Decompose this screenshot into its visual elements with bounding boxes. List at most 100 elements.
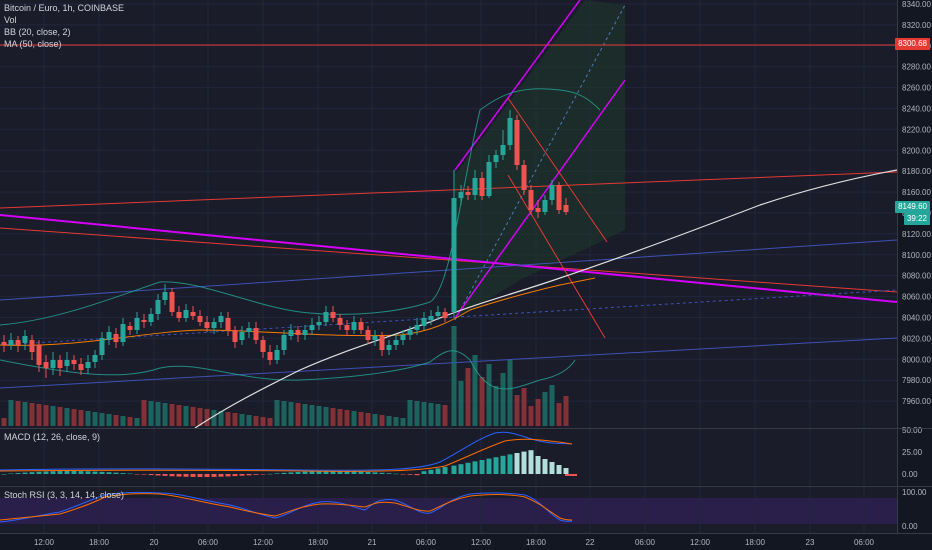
candle[interactable] (521, 165, 527, 190)
candle[interactable] (106, 332, 112, 340)
symbol-title[interactable]: Bitcoin / Euro, 1h, COINBASE (4, 3, 125, 13)
candle[interactable] (465, 192, 471, 195)
candle[interactable] (414, 325, 420, 330)
macd-axis[interactable]: 50.00 25.00 0.00 (902, 426, 923, 479)
candle[interactable] (479, 178, 485, 196)
candle[interactable] (120, 324, 126, 342)
candle[interactable] (435, 312, 441, 316)
candle[interactable] (134, 318, 140, 330)
candle[interactable] (246, 328, 252, 332)
candle[interactable] (211, 322, 217, 328)
candle[interactable] (225, 318, 231, 330)
candle[interactable] (43, 362, 49, 368)
candle[interactable] (472, 178, 478, 195)
candle[interactable] (563, 205, 569, 212)
channel-upper[interactable] (454, 0, 581, 171)
candle[interactable] (204, 322, 210, 328)
trend-line-blue-upper[interactable] (0, 239, 898, 301)
volume-legend[interactable]: Vol (4, 15, 17, 25)
candle[interactable] (155, 300, 161, 314)
candle[interactable] (15, 340, 21, 345)
ma-legend[interactable]: MA (50, close) (4, 39, 62, 49)
candle[interactable] (29, 340, 35, 352)
candle[interactable] (458, 192, 464, 198)
candle[interactable] (190, 312, 196, 316)
candle[interactable] (493, 155, 499, 162)
candle[interactable] (78, 364, 84, 370)
candle[interactable] (379, 336, 385, 350)
candle[interactable] (344, 325, 350, 330)
candle[interactable] (400, 335, 406, 340)
candle[interactable] (421, 318, 427, 326)
candle[interactable] (535, 208, 541, 212)
candle[interactable] (71, 360, 77, 364)
candle[interactable] (507, 118, 513, 145)
candle[interactable] (36, 345, 42, 365)
candle[interactable] (281, 335, 287, 350)
candle[interactable] (451, 198, 457, 312)
trend-line-magenta[interactable] (0, 214, 898, 303)
candle[interactable] (288, 330, 294, 336)
candle[interactable] (302, 330, 308, 335)
candle[interactable] (260, 340, 266, 352)
candle[interactable] (358, 322, 364, 330)
candle[interactable] (514, 120, 520, 165)
candle[interactable] (393, 340, 399, 345)
candle[interactable] (169, 292, 175, 312)
candle[interactable] (64, 360, 70, 366)
desc-channel-lower[interactable] (507, 174, 606, 339)
time-axis[interactable]: 12:00 18:00 20 06:00 12:00 18:00 21 06:00 12:00 1… (34, 538, 875, 547)
candle[interactable] (183, 310, 189, 318)
candle[interactable] (274, 350, 280, 360)
candlesticks[interactable] (1, 110, 569, 378)
macd-legend[interactable]: MACD (12, 26, close, 9) (4, 432, 101, 442)
candle[interactable] (113, 334, 119, 342)
candle[interactable] (316, 322, 322, 325)
desc-channel-upper[interactable] (507, 97, 608, 243)
candle[interactable] (337, 318, 343, 325)
candle[interactable] (309, 325, 315, 330)
candle[interactable] (549, 185, 555, 200)
candle[interactable] (232, 330, 238, 342)
resistance-line[interactable] (0, 171, 898, 209)
candle[interactable] (528, 190, 534, 210)
channel-lower[interactable] (454, 79, 626, 319)
candle[interactable] (542, 200, 548, 212)
candle[interactable] (92, 355, 98, 362)
candle[interactable] (8, 340, 14, 345)
stoch-axis[interactable]: 100.00 0.00 (902, 488, 927, 531)
candle[interactable] (442, 312, 448, 318)
candle[interactable] (127, 326, 133, 330)
candle[interactable] (386, 345, 392, 350)
candle[interactable] (57, 360, 63, 368)
candle[interactable] (372, 336, 378, 340)
candle[interactable] (365, 330, 371, 340)
candle[interactable] (50, 360, 56, 368)
candle[interactable] (407, 330, 413, 335)
candle[interactable] (253, 328, 259, 340)
candle[interactable] (239, 332, 245, 340)
candle[interactable] (428, 316, 434, 320)
candle[interactable] (330, 312, 336, 318)
candle[interactable] (486, 162, 492, 196)
candle[interactable] (500, 145, 506, 155)
candle[interactable] (351, 322, 357, 330)
candle[interactable] (218, 316, 224, 322)
candle[interactable] (556, 185, 562, 210)
candle[interactable] (22, 336, 28, 343)
candle[interactable] (99, 338, 105, 355)
bb-legend[interactable]: BB (20, close, 2) (4, 27, 71, 37)
candle[interactable] (148, 314, 154, 322)
candle[interactable] (295, 330, 301, 335)
candle[interactable] (141, 320, 147, 322)
candle[interactable] (197, 316, 203, 322)
candle[interactable] (162, 292, 168, 300)
trend-line-blue-lower[interactable] (0, 337, 898, 389)
candle[interactable] (85, 362, 91, 368)
candle[interactable] (323, 312, 329, 322)
price-pane[interactable] (0, 0, 897, 428)
candle[interactable] (176, 312, 182, 318)
candle[interactable] (267, 352, 273, 360)
stoch-legend[interactable]: Stoch RSI (3, 3, 14, 14, close) (4, 490, 125, 500)
